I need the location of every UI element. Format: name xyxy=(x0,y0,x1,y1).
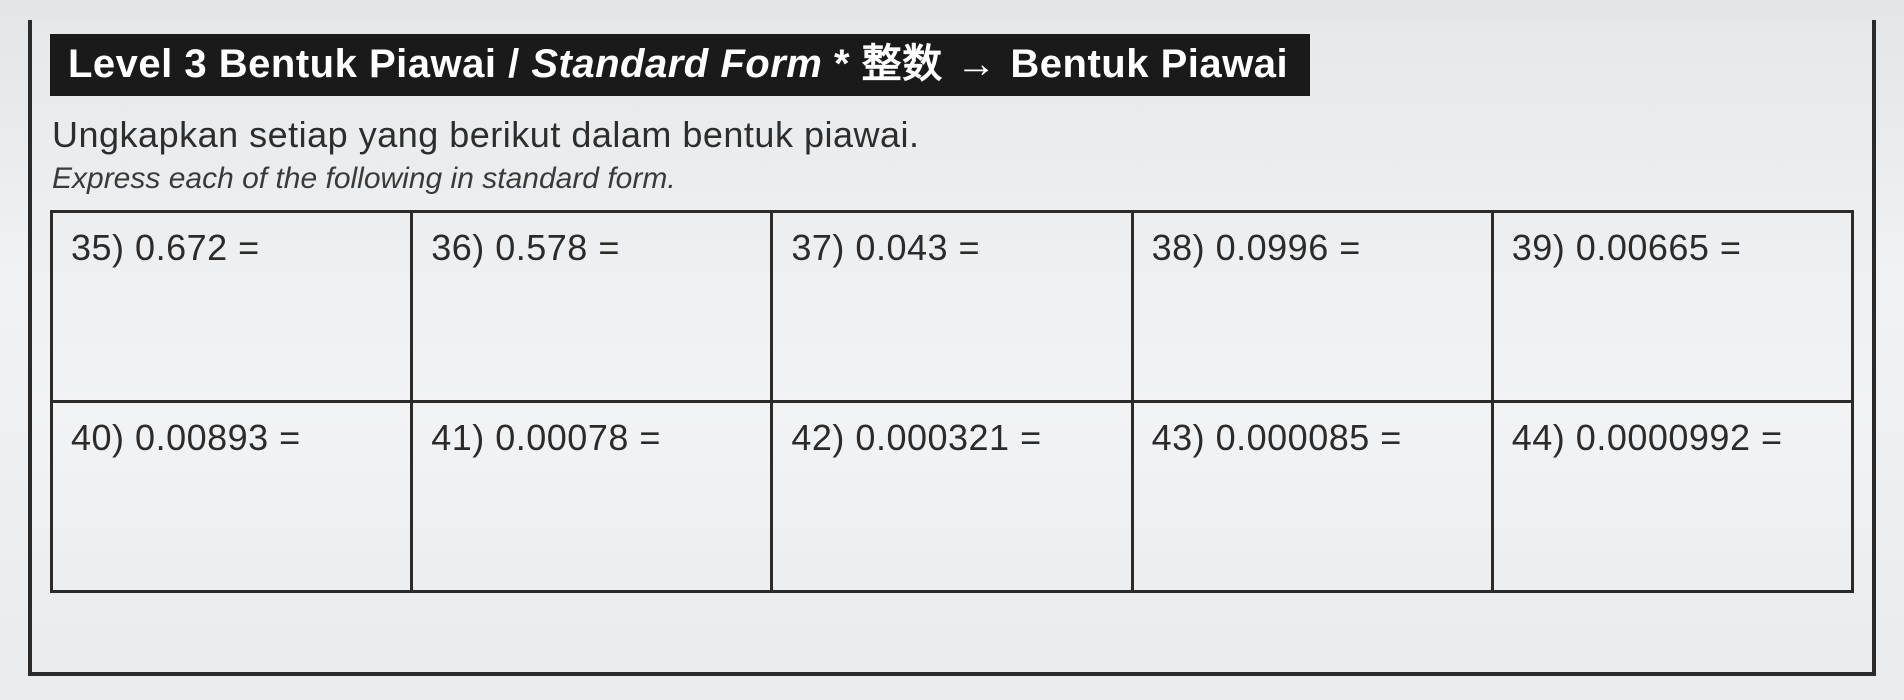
question-number: 38) xyxy=(1152,227,1206,268)
question-expression: 0.00665 = xyxy=(1576,227,1742,268)
question-expression: 0.00078 = xyxy=(495,417,661,458)
question-expression: 0.0000992 = xyxy=(1576,417,1783,458)
table-cell: 37) 0.043 = xyxy=(772,212,1132,402)
worksheet-table: 35) 0.672 = 36) 0.578 = 37) xyxy=(50,210,1854,593)
question-expression: 0.000321 = xyxy=(855,417,1041,458)
question-number: 41) xyxy=(431,417,485,458)
table-cell: 41) 0.00078 = xyxy=(412,402,772,592)
question-number: 35) xyxy=(71,227,125,268)
level-prefix: Level 3 xyxy=(68,42,207,86)
question-number: 39) xyxy=(1512,227,1566,268)
question-number: 37) xyxy=(791,227,845,268)
instruction-en: Express each of the following in standar… xyxy=(52,162,1854,196)
title-en: Standard Form xyxy=(531,42,822,86)
table-row: 35) 0.672 = 36) 0.578 = 37) xyxy=(52,212,1853,402)
table-cell: 38) 0.0996 = xyxy=(1132,212,1492,402)
question-number: 43) xyxy=(1152,417,1206,458)
question-number: 40) xyxy=(71,417,125,458)
star-icon: * xyxy=(834,42,850,86)
question-label: 37) 0.043 = xyxy=(791,227,980,268)
question-label: 44) 0.0000992 = xyxy=(1512,417,1783,458)
table-cell: 40) 0.00893 = xyxy=(52,402,412,592)
title-slash: / xyxy=(508,42,520,86)
instruction-block: Ungkapkan setiap yang berikut dalam bent… xyxy=(52,114,1854,196)
instruction-ms: Ungkapkan setiap yang berikut dalam bent… xyxy=(52,114,1854,156)
question-label: 40) 0.00893 = xyxy=(71,417,301,458)
question-expression: 0.0996 = xyxy=(1216,227,1361,268)
table-cell: 39) 0.00665 = xyxy=(1492,212,1852,402)
table-cell: 42) 0.000321 = xyxy=(772,402,1132,592)
question-number: 42) xyxy=(791,417,845,458)
question-label: 35) 0.672 = xyxy=(71,227,260,268)
question-label: 42) 0.000321 = xyxy=(791,417,1041,458)
level-banner: Level 3 Bentuk Piawai / Standard Form * … xyxy=(50,34,1310,96)
outer-frame: Level 3 Bentuk Piawai / Standard Form * … xyxy=(28,20,1876,676)
question-label: 36) 0.578 = xyxy=(431,227,620,268)
question-expression: 0.00893 = xyxy=(135,417,301,458)
arrow-icon: → xyxy=(954,42,999,86)
table-cell: 43) 0.000085 = xyxy=(1132,402,1492,592)
question-number: 36) xyxy=(431,227,485,268)
worksheet-page: Level 3 Bentuk Piawai / Standard Form * … xyxy=(0,0,1904,700)
title-cjk: 整数 xyxy=(862,42,943,86)
question-label: 39) 0.00665 = xyxy=(1512,227,1742,268)
question-expression: 0.672 = xyxy=(135,227,260,268)
question-expression: 0.578 = xyxy=(495,227,620,268)
question-number: 44) xyxy=(1512,417,1566,458)
table-row: 40) 0.00893 = 41) 0.00078 = 42) xyxy=(52,402,1853,592)
table-cell: 35) 0.672 = xyxy=(52,212,412,402)
title-result: Bentuk Piawai xyxy=(1010,42,1288,86)
question-label: 41) 0.00078 = xyxy=(431,417,661,458)
title-ms: Bentuk Piawai xyxy=(219,42,497,86)
table-cell: 36) 0.578 = xyxy=(412,212,772,402)
table-cell: 44) 0.0000992 = xyxy=(1492,402,1852,592)
question-label: 38) 0.0996 = xyxy=(1152,227,1361,268)
question-expression: 0.043 = xyxy=(855,227,980,268)
question-expression: 0.000085 = xyxy=(1216,417,1402,458)
question-label: 43) 0.000085 = xyxy=(1152,417,1402,458)
